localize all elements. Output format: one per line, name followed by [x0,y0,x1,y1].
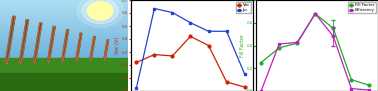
Efficiency [259,90,263,91]
Voc [188,36,193,37]
Bar [0,73,129,91]
Jsc [242,73,247,74]
Jsc [152,8,156,9]
Bar [0,18,129,22]
Polygon shape [19,20,28,63]
Bar [0,58,129,91]
Jsc [206,31,211,32]
Bar [0,0,129,3]
Line: Fill Factor: Fill Factor [260,12,371,87]
Voc [170,55,175,56]
Jsc [170,12,175,13]
Bar [0,15,129,19]
Voc [206,45,211,46]
Fill Factor [295,43,299,44]
Efficiency [349,88,353,89]
Efficiency [313,13,318,14]
Bar [0,46,129,50]
Legend: Voc, Jsc: Voc, Jsc [236,2,251,13]
Bar [0,25,129,28]
Bar [0,3,129,6]
Jsc [134,88,139,89]
Bar [0,49,129,53]
Bar [0,53,129,56]
Polygon shape [62,30,68,61]
Voc [134,62,139,63]
Bar [0,40,129,43]
Line: Jsc: Jsc [135,7,246,90]
Efficiency [367,90,372,91]
Y-axis label: Voc (V): Voc (V) [116,37,121,54]
Circle shape [77,0,123,27]
Polygon shape [33,23,42,62]
Bar [0,31,129,34]
Jsc [188,22,193,23]
Polygon shape [48,26,55,62]
Bar [0,9,129,12]
Y-axis label: Fill Factor: Fill Factor [240,34,245,57]
Bar [0,6,129,9]
Bar [0,56,129,59]
Fill Factor [277,47,282,48]
Voc [152,54,156,55]
Efficiency [331,36,336,37]
Fill Factor [349,79,353,80]
Line: Efficiency: Efficiency [260,12,371,91]
Bar [0,37,129,40]
Bar [0,28,129,31]
Polygon shape [104,40,108,59]
Polygon shape [90,37,95,59]
Fill Factor [331,28,336,29]
Legend: Fill Factor, Efficiency: Fill Factor, Efficiency [348,2,376,13]
Polygon shape [76,33,82,60]
Bar [0,59,129,62]
Fill Factor [367,85,372,86]
Bar [0,12,129,15]
Voc [224,81,229,82]
Polygon shape [5,16,15,64]
Y-axis label: Jsc (mA/cm$^{2}$): Jsc (mA/cm$^{2}$) [263,29,274,62]
Circle shape [82,0,118,24]
Fill Factor [259,62,263,63]
Voc [242,87,247,88]
Bar [0,43,129,46]
Jsc [224,31,229,32]
Efficiency [295,42,299,43]
Bar [0,22,129,25]
Line: Voc: Voc [135,35,246,88]
Efficiency [277,43,282,44]
Fill Factor [313,13,318,14]
Bar [0,34,129,37]
Circle shape [87,2,113,20]
